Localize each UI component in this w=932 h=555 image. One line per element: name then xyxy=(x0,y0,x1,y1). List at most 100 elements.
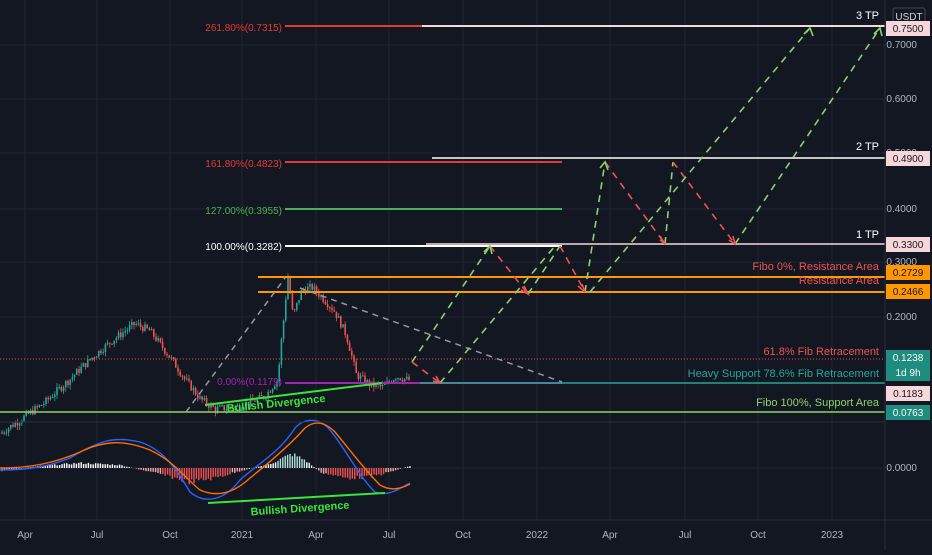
candle-body xyxy=(36,406,38,407)
time-tick: Apr xyxy=(602,530,618,541)
time-tick: Apr xyxy=(17,530,33,541)
time-tick: Jul xyxy=(383,530,396,541)
time-tick: Oct xyxy=(455,530,471,541)
candle-body xyxy=(72,377,74,379)
macd-histogram-bar xyxy=(285,456,286,468)
macd-histogram-bar xyxy=(409,466,410,468)
candle-body xyxy=(402,380,404,381)
macd-histogram-bar xyxy=(249,468,250,469)
macd-histogram-bar xyxy=(160,468,161,474)
candle-body xyxy=(14,423,16,427)
macd-histogram-bar xyxy=(232,468,233,472)
macd-histogram-bar xyxy=(239,468,240,472)
candle-body xyxy=(201,396,203,399)
fib-label-100: 100.00%(0.3282) xyxy=(205,242,282,253)
macd-histogram-bar xyxy=(294,453,295,468)
candle-body xyxy=(340,316,342,327)
candle-body xyxy=(164,348,166,354)
macd-histogram-bar xyxy=(114,465,115,468)
time-tick: 2021 xyxy=(231,530,254,541)
macd-histogram-bar xyxy=(90,464,91,468)
candle-body xyxy=(91,358,93,360)
candle-body xyxy=(177,368,179,372)
candle-body xyxy=(120,332,122,337)
candle-body xyxy=(12,425,14,427)
candle-body xyxy=(287,277,289,299)
candle-body xyxy=(63,387,65,391)
macd-histogram-bar xyxy=(273,463,274,468)
macd-histogram-bar xyxy=(340,468,341,476)
macd-histogram-bar xyxy=(287,455,288,468)
macd-histogram-bar xyxy=(325,468,326,473)
candle-body xyxy=(292,293,294,309)
candle-body xyxy=(289,277,291,293)
candle-body xyxy=(296,303,298,310)
candle-body xyxy=(179,372,181,376)
candle-body xyxy=(190,381,192,391)
macd-histogram-bar xyxy=(335,468,336,475)
price-tag-support-text: 0.1183 xyxy=(893,389,923,400)
candle-body xyxy=(19,423,21,425)
candle-body xyxy=(336,312,338,318)
candle-body xyxy=(116,338,118,341)
candle-body xyxy=(67,381,69,385)
macd-histogram-bar xyxy=(143,468,144,470)
candle-body xyxy=(133,322,135,325)
candle-body xyxy=(380,385,382,387)
macd-histogram-bar xyxy=(210,468,211,480)
macd-histogram-bar xyxy=(316,468,317,469)
macd-histogram-bar xyxy=(292,456,293,468)
candle-body xyxy=(98,351,100,357)
price-tag-fibo0-text: 0.2729 xyxy=(893,268,924,279)
candle-body xyxy=(8,428,10,432)
macd-histogram-bar xyxy=(85,464,86,468)
candle-body xyxy=(199,396,201,398)
macd-histogram-bar xyxy=(54,464,55,468)
price-tick: 0.6000 xyxy=(886,94,917,105)
macd-histogram-bar xyxy=(119,465,120,468)
annotation-1tp: 1 TP xyxy=(856,229,879,241)
macd-histogram-bar xyxy=(107,464,108,468)
macd-histogram-bar xyxy=(407,467,408,468)
macd-histogram-bar xyxy=(222,468,223,477)
macd-histogram-bar xyxy=(145,468,146,471)
macd-histogram-bar xyxy=(203,468,204,480)
annotation-3tp: 3 TP xyxy=(856,10,879,22)
candle-body xyxy=(171,357,173,358)
candle-body xyxy=(58,387,60,388)
candle-body xyxy=(195,388,197,394)
macd-histogram-bar xyxy=(347,468,348,478)
candle-body xyxy=(193,388,195,390)
time-tick: 2022 xyxy=(526,530,549,541)
macd-histogram-bar xyxy=(241,468,242,471)
candle-body xyxy=(285,299,287,320)
candle-body xyxy=(175,359,177,368)
fib-label-127: 127.00%(0.3955) xyxy=(205,206,282,217)
macd-histogram-bar xyxy=(97,463,98,468)
macd-histogram-bar xyxy=(105,464,106,468)
candle-body xyxy=(118,332,120,337)
candle-body xyxy=(204,398,206,399)
annotation-fibo100: Fibo 100%, Support Area xyxy=(756,397,880,409)
candle-body xyxy=(151,329,153,330)
macd-histogram-bar xyxy=(217,468,218,477)
candle-body xyxy=(397,378,399,379)
candle-body xyxy=(351,351,353,356)
macd-histogram-bar xyxy=(165,468,166,476)
time-tick: Oct xyxy=(750,530,766,541)
candle-body xyxy=(311,284,313,290)
macd-histogram-bar xyxy=(395,468,396,470)
candle-body xyxy=(10,425,12,428)
macd-histogram-bar xyxy=(227,468,228,475)
candle-body xyxy=(184,377,186,379)
macd-histogram-bar xyxy=(330,468,331,474)
macd-histogram-bar xyxy=(289,454,290,468)
macd-histogram-bar xyxy=(81,462,82,468)
candle-body xyxy=(135,324,137,325)
time-tick: Jul xyxy=(91,530,104,541)
macd-histogram-bar xyxy=(129,467,130,468)
candle-body xyxy=(56,387,58,395)
macd-histogram-bar xyxy=(388,468,389,472)
candle-body xyxy=(129,325,131,330)
